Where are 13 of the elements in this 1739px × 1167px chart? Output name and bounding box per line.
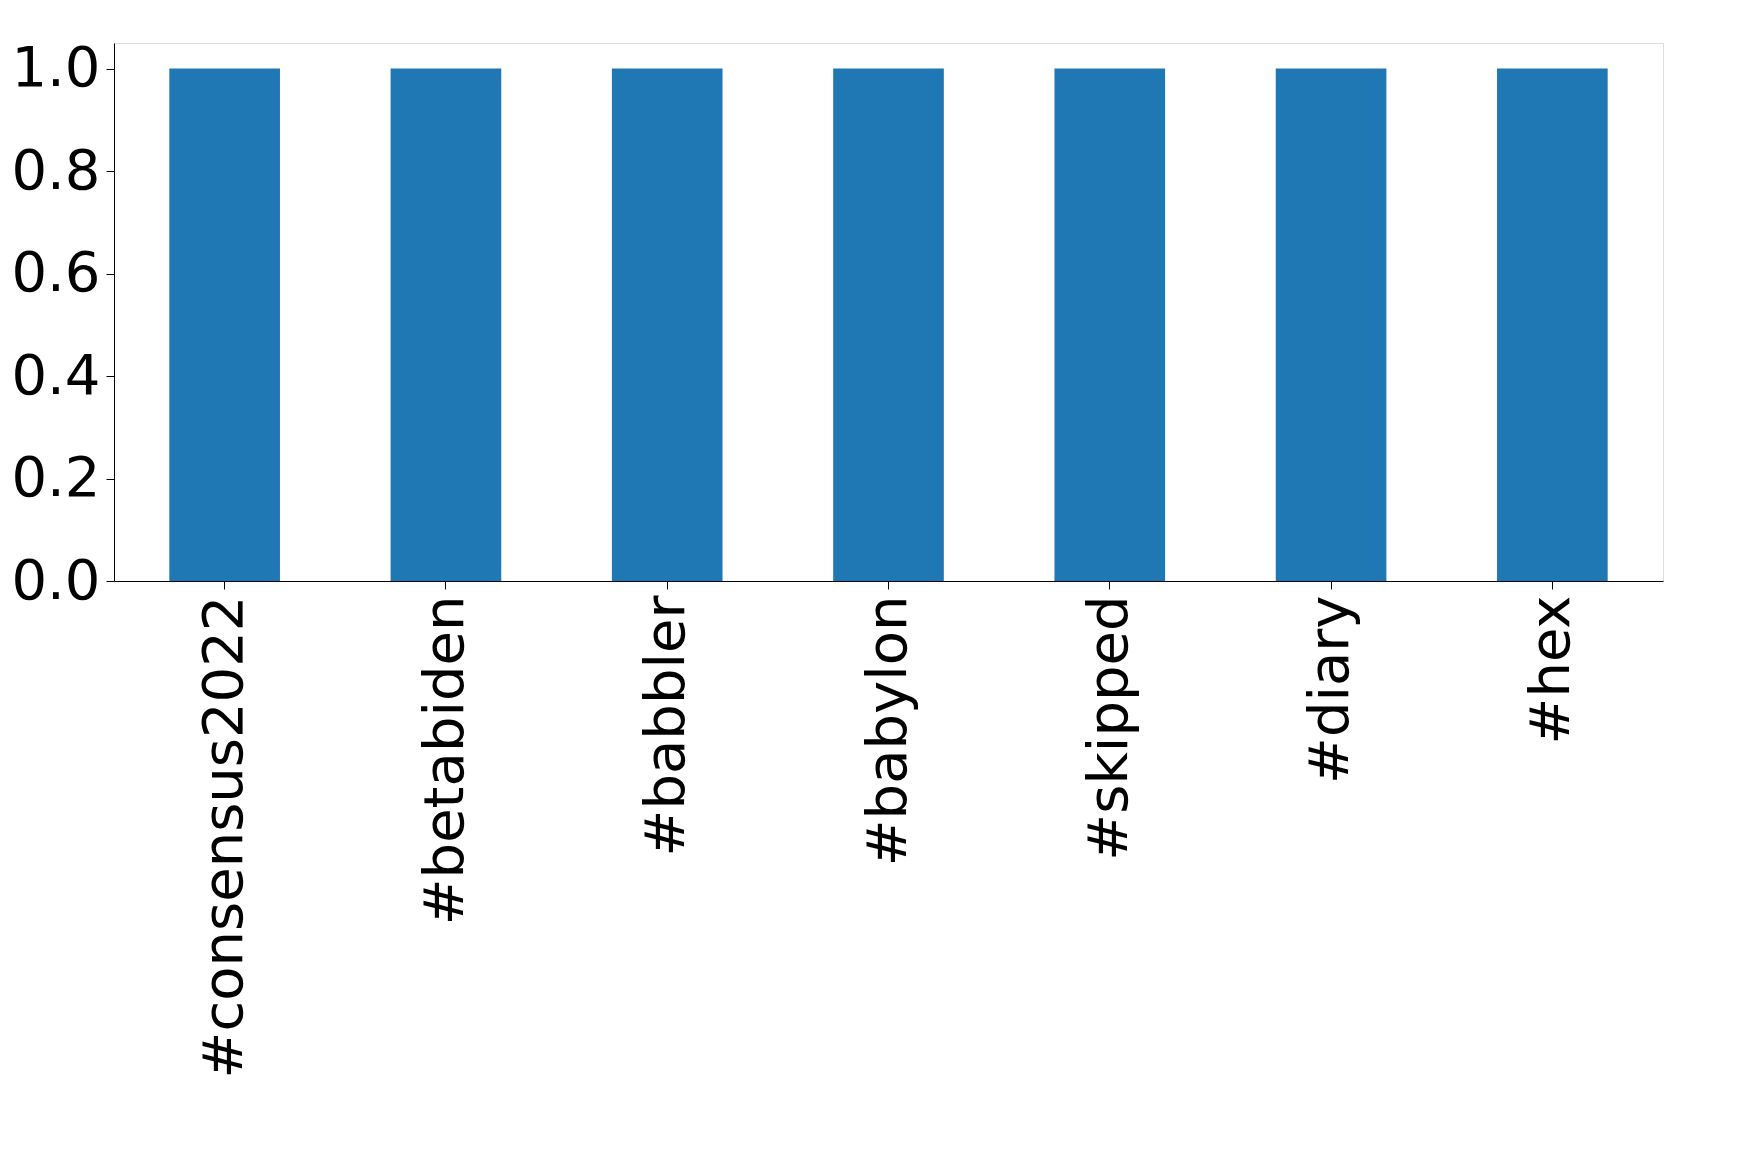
y-tick-label: 0.6 xyxy=(11,239,101,305)
x-tick-label: #babbler xyxy=(632,594,698,857)
y-tick-label: 0.2 xyxy=(11,444,101,510)
x-tick-label: #hex xyxy=(1517,595,1583,745)
y-tick-label: 0.8 xyxy=(11,136,101,202)
x-tick-label: #skipped xyxy=(1074,595,1140,861)
y-tick-label: 1.0 xyxy=(11,34,101,100)
x-tick-label: #diary xyxy=(1296,595,1362,785)
y-tick-label: 0.4 xyxy=(11,341,101,407)
x-tick-label: #babylon xyxy=(853,595,919,867)
y-tick-label: 0.0 xyxy=(11,546,101,612)
x-tick-label: #betabiden xyxy=(410,595,476,926)
x-tick-label: #consensus2022 xyxy=(189,595,255,1079)
